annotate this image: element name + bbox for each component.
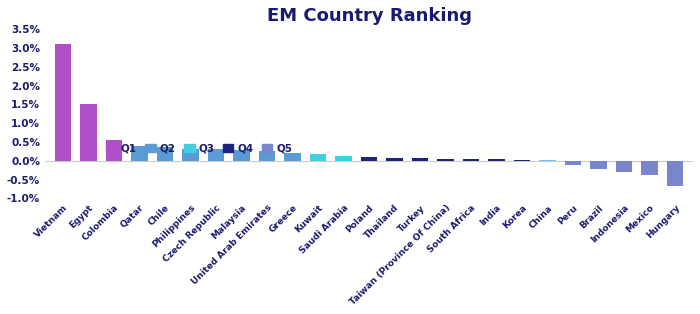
Bar [641,161,658,175]
Bar [667,161,683,186]
Bar [55,44,71,161]
Bar [131,147,148,161]
Bar [514,160,531,161]
Bar [182,149,199,161]
Bar [259,151,275,161]
Bar [539,160,556,161]
Bar [233,150,250,161]
Bar [489,159,505,161]
Bar [463,159,480,161]
Bar [565,161,582,165]
Bar [616,161,633,172]
Bar [590,161,607,169]
Bar [208,149,224,161]
Bar [80,105,97,161]
Title: EM Country Ranking: EM Country Ranking [267,7,472,25]
Bar [157,147,174,161]
Bar [309,154,326,161]
Legend: Q1, Q2, Q3, Q4, Q5: Q1, Q2, Q3, Q4, Q5 [102,139,297,158]
Bar [335,156,352,161]
Bar [438,159,454,161]
Bar [106,140,122,161]
Bar [284,153,301,161]
Bar [360,157,377,161]
Bar [386,158,403,161]
Bar [412,158,428,161]
